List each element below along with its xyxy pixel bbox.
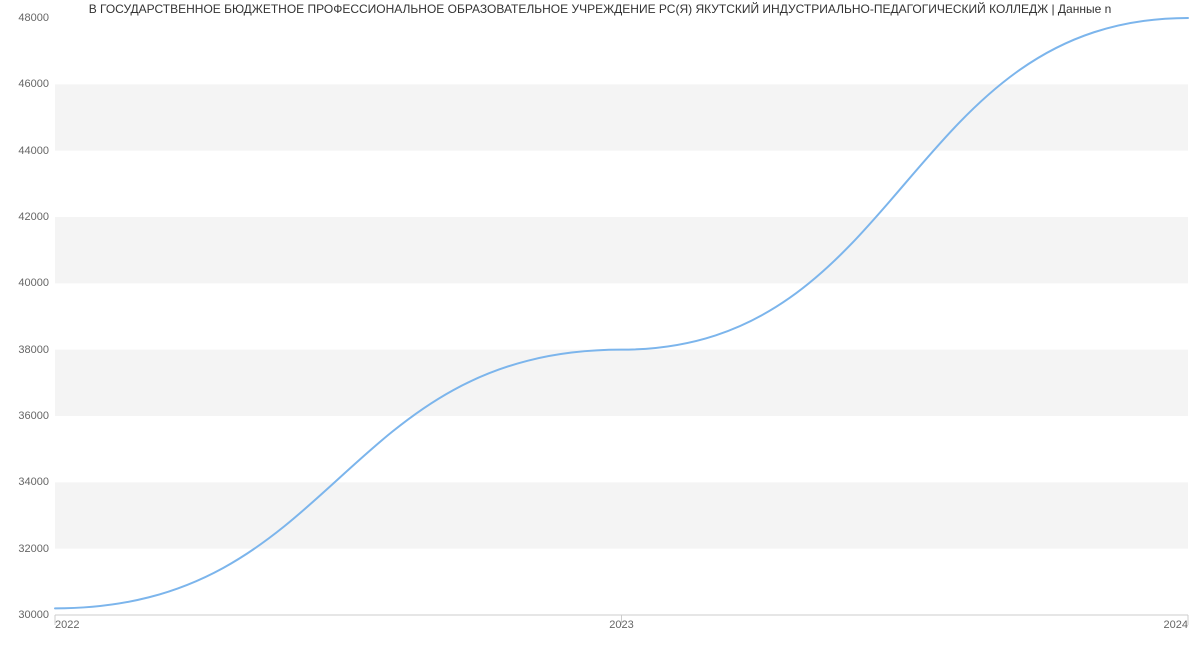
y-tick-label: 38000	[18, 344, 55, 356]
chart-container: { "chart": { "type": "line", "title": "В…	[0, 0, 1200, 650]
x-tick-label: 2023	[609, 615, 633, 631]
chart-title: В ГОСУДАРСТВЕННОЕ БЮДЖЕТНОЕ ПРОФЕССИОНАЛ…	[0, 2, 1200, 16]
plot-svg	[55, 18, 1188, 630]
plot-area: 3000032000340003600038000400004200044000…	[55, 18, 1188, 615]
y-tick-label: 42000	[18, 211, 55, 223]
x-tick-label: 2024	[1164, 615, 1188, 631]
y-tick-label: 34000	[18, 476, 55, 488]
y-tick-label: 40000	[18, 277, 55, 289]
y-tick-label: 36000	[18, 410, 55, 422]
y-tick-label: 32000	[18, 543, 55, 555]
y-tick-label: 30000	[18, 609, 55, 621]
y-tick-label: 46000	[18, 78, 55, 90]
y-tick-label: 44000	[18, 145, 55, 157]
y-tick-label: 48000	[18, 12, 55, 24]
x-tick-label: 2022	[55, 615, 79, 631]
